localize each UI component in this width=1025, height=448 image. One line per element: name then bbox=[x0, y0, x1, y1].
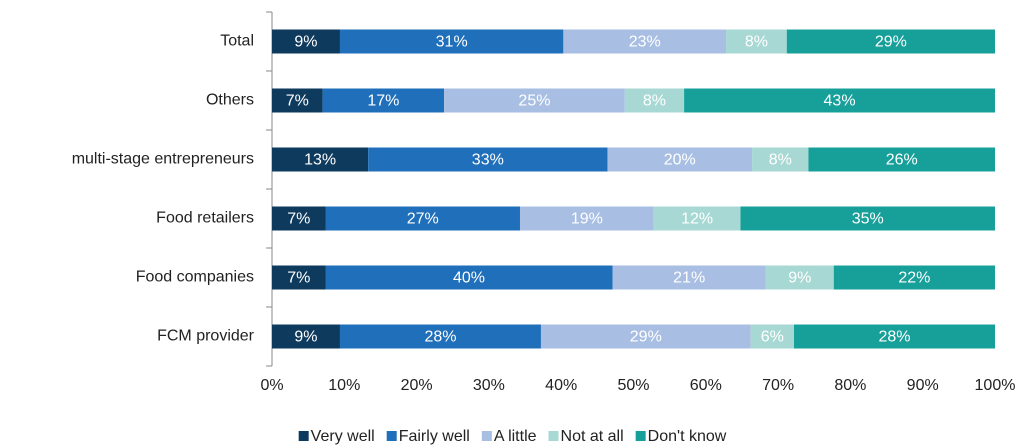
bar-segment bbox=[740, 206, 995, 231]
bar-segment bbox=[624, 88, 685, 113]
bar-segment bbox=[272, 324, 340, 349]
data-label: 7% bbox=[286, 93, 309, 110]
x-tick-label: 50% bbox=[617, 377, 649, 394]
bar-segment bbox=[752, 147, 809, 172]
bar-segment bbox=[765, 265, 834, 290]
legend-label: A little bbox=[494, 428, 537, 445]
x-tick-label: 60% bbox=[690, 377, 722, 394]
legend-label: Fairly well bbox=[399, 428, 470, 445]
data-label: 17% bbox=[367, 93, 399, 110]
bar-segment bbox=[563, 29, 727, 54]
data-label: 27% bbox=[407, 211, 439, 228]
data-label: 35% bbox=[852, 211, 884, 228]
data-label: 8% bbox=[745, 34, 768, 51]
bar-segment bbox=[786, 29, 995, 54]
data-label: 33% bbox=[472, 152, 504, 169]
x-tick-label: 20% bbox=[401, 377, 433, 394]
data-label: 31% bbox=[436, 34, 468, 51]
data-label: 26% bbox=[886, 152, 918, 169]
bar-segment bbox=[750, 324, 795, 349]
bar-segment bbox=[519, 206, 654, 231]
x-tick-label: 90% bbox=[907, 377, 939, 394]
data-label: 9% bbox=[294, 34, 317, 51]
data-label: 9% bbox=[294, 329, 317, 346]
bar-segment bbox=[272, 265, 326, 290]
bar-segment bbox=[833, 265, 995, 290]
bar-segment bbox=[322, 88, 445, 113]
data-label: 7% bbox=[287, 211, 310, 228]
data-label: 28% bbox=[424, 329, 456, 346]
bar-segment bbox=[444, 88, 625, 113]
bar-segment bbox=[368, 147, 608, 172]
legend-label: Don't know bbox=[648, 428, 727, 445]
x-tick-label: 10% bbox=[328, 377, 360, 394]
data-label: 7% bbox=[287, 270, 310, 287]
x-tick-label: 30% bbox=[473, 377, 505, 394]
bar-segment bbox=[272, 147, 369, 172]
legend-label: Very well bbox=[311, 428, 375, 445]
data-label: 29% bbox=[875, 34, 907, 51]
data-label: 25% bbox=[518, 93, 550, 110]
bar-segment bbox=[684, 88, 995, 113]
data-label: 28% bbox=[878, 329, 910, 346]
legend-swatch bbox=[635, 431, 646, 441]
legend-swatch bbox=[481, 431, 492, 441]
data-label: 23% bbox=[629, 34, 661, 51]
bar-segment bbox=[653, 206, 741, 231]
category-label: Total bbox=[220, 33, 254, 50]
data-label: 8% bbox=[643, 93, 666, 110]
legend-swatch bbox=[386, 431, 397, 441]
x-tick-label: 0% bbox=[260, 377, 283, 394]
category-label: Food retailers bbox=[156, 210, 254, 227]
bar-segment bbox=[272, 206, 326, 231]
data-label: 43% bbox=[824, 93, 856, 110]
data-label: 19% bbox=[571, 211, 603, 228]
category-label: Food companies bbox=[136, 269, 254, 286]
bar-segment bbox=[726, 29, 787, 54]
bar-segment bbox=[794, 324, 995, 349]
bar-segment bbox=[808, 147, 995, 172]
legend-swatch bbox=[298, 431, 309, 441]
category-label: multi-stage entrepreneurs bbox=[72, 151, 254, 168]
data-label: 13% bbox=[304, 152, 336, 169]
data-label: 12% bbox=[681, 211, 713, 228]
data-label: 29% bbox=[630, 329, 662, 346]
bar-segment bbox=[272, 88, 323, 113]
x-tick-label: 70% bbox=[762, 377, 794, 394]
data-label: 40% bbox=[453, 270, 485, 287]
category-label: Others bbox=[206, 92, 254, 109]
legend-swatch bbox=[548, 431, 559, 441]
data-label: 22% bbox=[898, 270, 930, 287]
data-label: 20% bbox=[664, 152, 696, 169]
bar-segment bbox=[607, 147, 753, 172]
bar-segment bbox=[612, 265, 766, 290]
bar-segment bbox=[272, 29, 340, 54]
x-tick-label: 100% bbox=[975, 377, 1016, 394]
bar-segment bbox=[339, 324, 541, 349]
bar-segment bbox=[325, 265, 613, 290]
data-label: 6% bbox=[761, 329, 784, 346]
bar-segment bbox=[339, 29, 564, 54]
bar-segment bbox=[540, 324, 751, 349]
data-label: 21% bbox=[673, 270, 705, 287]
legend-label: Not at all bbox=[561, 428, 624, 445]
x-tick-label: 40% bbox=[545, 377, 577, 394]
data-label: 8% bbox=[769, 152, 792, 169]
data-label: 9% bbox=[788, 270, 811, 287]
x-tick-label: 80% bbox=[834, 377, 866, 394]
category-label: FCM provider bbox=[157, 328, 255, 345]
bar-segment bbox=[325, 206, 520, 231]
